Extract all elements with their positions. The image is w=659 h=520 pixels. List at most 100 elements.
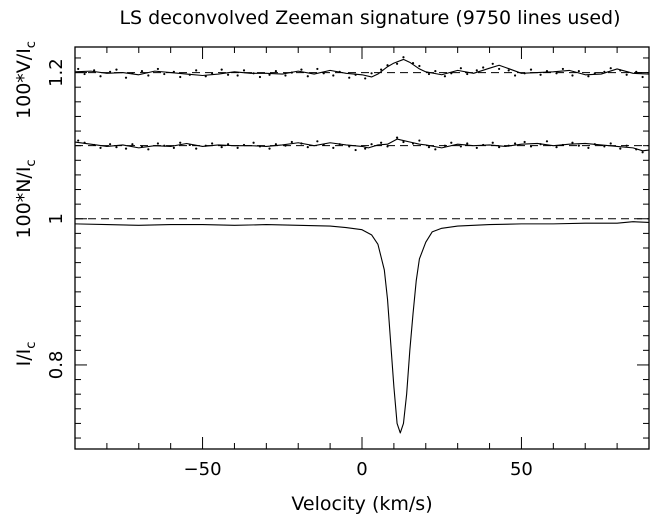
null_points-point	[434, 148, 437, 151]
null_points-point	[395, 136, 399, 139]
null_points-point	[466, 142, 469, 145]
null_points-point	[635, 148, 638, 151]
null_points-point	[348, 145, 351, 148]
stokes_v_points-point	[395, 62, 399, 65]
stokes_v_points-point	[354, 73, 357, 76]
stokes_v_points-point	[316, 67, 319, 71]
null_points-point	[268, 147, 271, 150]
stokes_v_points-point	[252, 72, 255, 75]
stokes_v_points-point	[83, 72, 86, 76]
y-axis-label-intensity: I/Ic	[13, 342, 39, 367]
stokes_v_points-point	[172, 70, 175, 73]
stokes_v_points-point	[274, 70, 277, 73]
null_points-point	[370, 143, 373, 146]
stokes_v_points-point	[338, 70, 341, 73]
stokes_v_points-point	[348, 76, 351, 79]
y-axis-label-stokes-v: 100*V/Ic	[13, 41, 39, 119]
stokes_v_fit-line	[74, 58, 650, 78]
null_points-point	[443, 144, 447, 147]
null_points-point	[459, 145, 462, 148]
stokes_v_points-point	[475, 69, 478, 72]
stokes_v_points-point	[609, 67, 612, 70]
stokes_v_points-point	[147, 74, 150, 77]
stokes_v_points-point	[482, 66, 485, 69]
stokes_v_points-point	[380, 68, 383, 71]
null_points-point	[290, 140, 293, 144]
null_fit-line	[74, 138, 650, 152]
stokes_v_points-point	[561, 67, 565, 71]
stokes_v_points-point	[513, 74, 517, 77]
stokes_v_points-point	[491, 62, 494, 65]
x-tick-label: 0	[356, 459, 367, 480]
stokes_v_points-point	[226, 73, 230, 76]
null_points-point	[242, 143, 246, 147]
null_points-point	[418, 139, 421, 142]
stokes_v_points-point	[370, 72, 373, 75]
stokes_v_points-point	[427, 72, 431, 76]
y-tick-label: 1.2	[46, 58, 67, 87]
null_points-point	[108, 143, 112, 146]
null_points-point	[284, 144, 287, 147]
null_points-point	[619, 147, 622, 150]
null_points-point	[204, 144, 207, 147]
null_points-point	[124, 147, 128, 150]
stokes_v_points-point	[124, 76, 128, 79]
null_points-point	[587, 146, 590, 149]
stokes_v_points-point	[635, 70, 638, 73]
null_points-point	[274, 143, 277, 146]
stokes_v_points-point	[450, 72, 453, 75]
stokes_v_points-point	[619, 69, 622, 72]
y-axis-label-null: 100*N/Ic	[13, 159, 39, 238]
stokes_v_points-point	[545, 70, 549, 73]
null_points-point	[211, 142, 214, 145]
stokes_v_points-point	[434, 70, 437, 73]
null_points-point	[491, 141, 494, 144]
stokes_v_points-point	[625, 73, 628, 76]
null_points-point	[172, 146, 175, 149]
stokes_v_points-point	[300, 68, 303, 71]
stokes_v_points-point	[364, 77, 367, 80]
stokes_v_points-point	[290, 71, 293, 74]
null_points-point	[450, 141, 453, 144]
stokes_v_points-point	[411, 61, 415, 65]
stokes_v_points-point	[587, 75, 590, 78]
x-tick-label: 50	[510, 459, 533, 480]
null_points-point	[147, 148, 150, 151]
null_points-point	[364, 147, 367, 150]
stokes_v_points-point	[242, 69, 246, 72]
null_points-point	[140, 145, 144, 148]
null_points-point	[482, 143, 485, 147]
null_points-point	[258, 145, 262, 148]
stokes_i-line	[74, 221, 650, 434]
null_points-point	[93, 143, 96, 147]
null_points-point	[577, 144, 580, 147]
null_points-point	[411, 142, 415, 145]
null_points-point	[498, 146, 501, 149]
null_points-point	[163, 144, 166, 147]
null_points-point	[236, 146, 239, 149]
null_points-point	[609, 142, 612, 145]
stokes_v_points-point	[268, 73, 271, 76]
stokes_v_points-point	[523, 72, 526, 75]
null_points-point	[316, 140, 319, 143]
null_points-point	[252, 141, 255, 144]
stokes_v_points-point	[539, 73, 542, 76]
stokes_v_points-point	[459, 67, 462, 70]
stokes_v_points-point	[131, 72, 134, 75]
stokes_v_points-point	[593, 72, 596, 75]
stokes_v_points-point	[386, 64, 389, 67]
null_points-point	[561, 143, 565, 147]
null_points-point	[156, 142, 160, 145]
stokes_v_points-point	[204, 75, 207, 78]
axis-ticks: −50 0 50 0.8 1 1.2	[46, 47, 650, 480]
stokes_v_points-point	[195, 69, 198, 72]
x-tick-label: −50	[184, 459, 222, 480]
plot-area	[74, 56, 650, 434]
null_points-point	[386, 145, 389, 148]
stokes_v_points-point	[77, 67, 80, 71]
y-axis-label: I/Ic 100*N/Ic 100*V/Ic	[13, 41, 39, 366]
stokes_v_points-point	[156, 67, 160, 71]
null_points-point	[555, 146, 558, 149]
stokes_v_points-point	[322, 72, 325, 75]
